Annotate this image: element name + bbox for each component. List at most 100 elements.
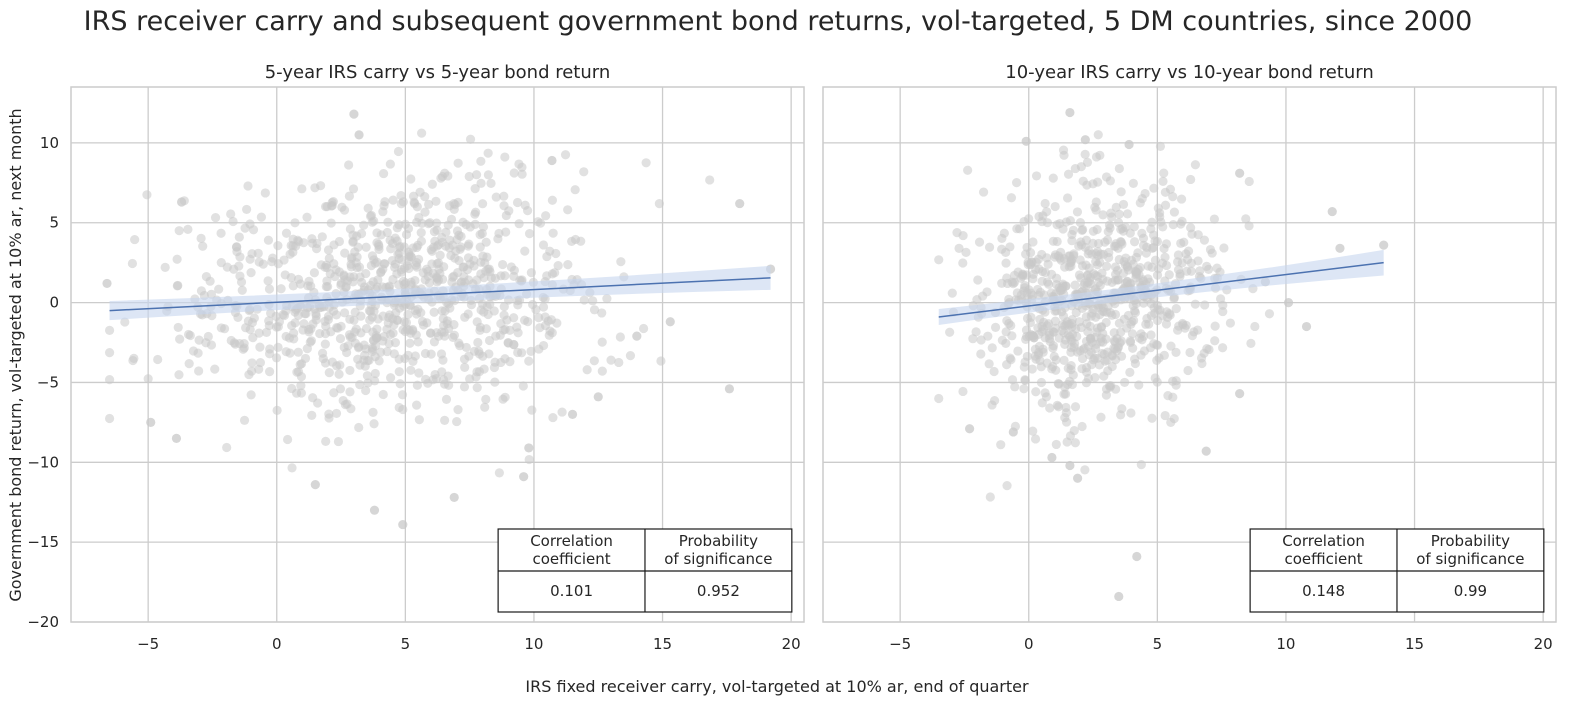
scatter-point (1076, 322, 1086, 333)
scatter-point (435, 250, 445, 260)
scatter-point (547, 328, 557, 338)
scatter-point (1041, 392, 1052, 402)
scatter-point (1048, 173, 1058, 183)
scatter-point (425, 328, 436, 338)
scatter-point (538, 340, 549, 351)
scatter-point (127, 258, 138, 269)
scatter-point (520, 246, 530, 256)
scatter-point (1210, 336, 1220, 346)
scatter-point (302, 344, 312, 354)
scatter-point (579, 295, 589, 305)
scatter-point (1022, 313, 1033, 324)
scatter-point (1134, 380, 1144, 390)
scatter-point (528, 299, 538, 310)
scatter-point (989, 366, 999, 377)
scatter-point (1120, 377, 1130, 388)
scatter-point (230, 339, 240, 349)
scatter-point (1130, 354, 1140, 364)
scatter-point (1023, 257, 1033, 268)
scatter-point (1004, 318, 1014, 329)
scatter-point (345, 387, 355, 397)
scatter-point (656, 356, 666, 366)
scatter-point (512, 322, 522, 332)
scatter-point (1077, 261, 1088, 271)
scatter-point (1034, 264, 1044, 274)
scatter-point (437, 306, 447, 316)
scatter-point (1078, 224, 1088, 235)
scatter-point (1153, 304, 1163, 315)
scatter-point (1061, 281, 1071, 291)
scatter-point (463, 309, 473, 319)
scatter-point (203, 331, 213, 342)
x-tick-label: 5 (1153, 635, 1163, 653)
scatter-point (489, 362, 499, 373)
scatter-point (382, 227, 392, 238)
scatter-point (469, 255, 479, 265)
scatter-point (1012, 288, 1022, 298)
scatter-point (958, 386, 968, 397)
scatter-point (606, 355, 616, 365)
scatter-point (547, 155, 557, 166)
scatter-point (346, 404, 356, 414)
scatter-point (464, 351, 474, 361)
scatter-point (1062, 193, 1073, 203)
scatter-point (1036, 377, 1047, 388)
scatter-point (323, 245, 334, 255)
scatter-point (1102, 276, 1112, 286)
scatter-point (1093, 130, 1103, 140)
scatter-point (331, 408, 342, 419)
scatter-point (1201, 446, 1211, 456)
scatter-point (454, 230, 464, 240)
scatter-point (459, 382, 470, 392)
scatter-point (216, 323, 226, 333)
scatter-point (1212, 263, 1222, 273)
scatter-point (509, 340, 519, 350)
scatter-point (194, 366, 204, 376)
scatter-point (1171, 347, 1181, 357)
stats-value-cell: 0.148 (1302, 582, 1345, 600)
scatter-point (483, 309, 493, 320)
scatter-point (484, 349, 494, 359)
x-tick-label: 10 (524, 635, 543, 653)
scatter-point (985, 492, 995, 502)
scatter-point (570, 185, 580, 195)
scatter-point (176, 197, 187, 207)
scatter-point (1042, 358, 1052, 368)
panel-5-year: 5-year IRS carry vs 5-year bond return −… (27, 62, 805, 653)
scatter-point (424, 199, 434, 209)
scatter-point (357, 277, 367, 288)
x-tick-label: −5 (137, 635, 159, 653)
scatter-point (1142, 313, 1152, 324)
scatter-point (1070, 402, 1081, 412)
scatter-point (454, 256, 464, 266)
scatter-point (1246, 338, 1256, 348)
scatter-point (538, 240, 549, 250)
scatter-point (1020, 375, 1030, 385)
scatter-point (368, 407, 378, 417)
scatter-point (449, 320, 459, 330)
scatter-point (602, 294, 612, 304)
scatter-point (1072, 207, 1083, 217)
scatter-point (1204, 344, 1214, 355)
scatter-point (498, 259, 508, 270)
scatter-point (958, 230, 968, 241)
scatter-point (1186, 223, 1196, 233)
scatter-point (1116, 224, 1126, 235)
scatter-point (476, 156, 486, 166)
y-tick-label: 10 (40, 134, 59, 152)
scatter-point (429, 307, 439, 317)
scatter-point (516, 348, 527, 358)
scatter-point (289, 328, 299, 338)
scatter-point (367, 217, 377, 227)
scatter-point (287, 321, 297, 331)
scatter-point (499, 191, 509, 201)
scatter-point (1045, 403, 1055, 413)
scatter-point (1125, 336, 1135, 346)
scatter-point (345, 365, 355, 376)
scatter-point (560, 150, 571, 160)
scatter-point (1002, 481, 1012, 491)
scatter-point (214, 284, 224, 294)
scatter-point (971, 327, 981, 337)
scatter-point (333, 436, 344, 447)
scatter-point (459, 271, 469, 282)
